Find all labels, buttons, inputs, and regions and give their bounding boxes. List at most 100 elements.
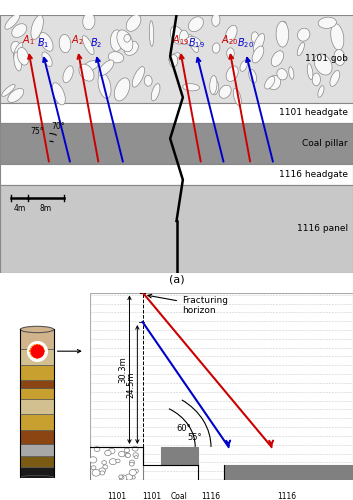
Bar [20,398,54,414]
Ellipse shape [20,326,54,332]
Circle shape [92,470,100,476]
Circle shape [130,462,134,466]
Point [34,347,40,355]
Circle shape [119,475,127,481]
Ellipse shape [110,30,123,52]
Ellipse shape [297,42,304,56]
Ellipse shape [233,88,241,106]
Ellipse shape [11,42,21,54]
Ellipse shape [169,54,178,67]
Bar [20,430,54,444]
Text: 70°: 70° [51,122,65,131]
Bar [20,388,54,398]
Bar [20,466,54,477]
Circle shape [108,448,115,454]
Bar [0,164,353,185]
Ellipse shape [253,34,264,53]
Ellipse shape [318,86,324,97]
Circle shape [125,453,130,457]
Circle shape [132,476,135,479]
Circle shape [124,448,130,452]
Ellipse shape [124,41,138,56]
Ellipse shape [79,64,94,81]
Bar [90,447,143,480]
Ellipse shape [226,66,238,82]
Bar [20,365,54,380]
Point [34,347,40,355]
Ellipse shape [312,73,321,86]
Circle shape [125,452,128,455]
Ellipse shape [251,32,259,42]
Ellipse shape [268,76,281,90]
Circle shape [99,468,106,473]
Text: 24.5m: 24.5m [126,371,135,398]
Ellipse shape [307,64,313,80]
Text: 4m: 4m [13,204,25,213]
Ellipse shape [265,76,275,89]
Circle shape [104,450,111,456]
Text: $B_{1}$: $B_{1}$ [37,36,49,50]
Bar [20,380,54,388]
Text: 8m: 8m [40,204,52,213]
Text: (a): (a) [169,275,184,285]
Text: Coal pillar: Coal pillar [302,139,348,148]
Ellipse shape [289,67,294,79]
Ellipse shape [180,30,189,44]
Bar [20,414,54,430]
Bar [20,456,54,466]
Ellipse shape [40,32,53,51]
Text: 1116
headgate: 1116 headgate [193,492,229,500]
Text: Fracturing
horizon: Fracturing horizon [148,294,228,316]
Text: $B_{19}$: $B_{19}$ [188,36,205,50]
Text: $A_{19}$: $A_{19}$ [172,33,189,47]
Text: $B_{20}$: $B_{20}$ [237,36,254,50]
Ellipse shape [2,84,15,96]
Ellipse shape [151,84,160,101]
Ellipse shape [227,48,234,59]
Circle shape [134,469,138,473]
Circle shape [119,452,125,457]
Text: 1101
gob: 1101 gob [107,492,126,500]
Ellipse shape [188,34,198,52]
Ellipse shape [20,476,54,480]
Ellipse shape [14,52,22,71]
Text: 1116 panel: 1116 panel [297,224,348,233]
Circle shape [109,458,116,464]
Circle shape [102,460,107,464]
Text: 1116 headgate: 1116 headgate [279,170,348,179]
Bar [20,330,54,349]
Ellipse shape [52,82,65,105]
Bar [161,447,198,464]
Circle shape [134,456,138,458]
Ellipse shape [5,14,20,30]
Ellipse shape [59,34,71,53]
Ellipse shape [83,60,98,71]
Ellipse shape [98,73,111,98]
Ellipse shape [271,50,284,66]
Bar [0,15,353,102]
Ellipse shape [169,52,180,61]
Ellipse shape [114,78,130,101]
Ellipse shape [212,14,220,26]
Ellipse shape [252,46,264,63]
Ellipse shape [8,88,24,102]
Bar [224,464,353,480]
Circle shape [132,446,138,451]
Ellipse shape [331,24,344,50]
Bar [20,444,54,456]
Text: Coal
pillar: Coal pillar [170,492,189,500]
Ellipse shape [276,22,289,47]
Ellipse shape [186,36,201,47]
Ellipse shape [183,84,199,91]
Ellipse shape [226,26,237,42]
Ellipse shape [211,80,219,95]
Ellipse shape [108,52,124,63]
Ellipse shape [298,28,310,41]
Ellipse shape [132,66,145,87]
Text: 1101
headgate: 1101 headgate [133,492,170,500]
Ellipse shape [189,17,203,32]
Circle shape [91,466,96,470]
Ellipse shape [240,60,247,72]
Circle shape [116,459,120,462]
Text: $B_{2}$: $B_{2}$ [90,36,102,50]
